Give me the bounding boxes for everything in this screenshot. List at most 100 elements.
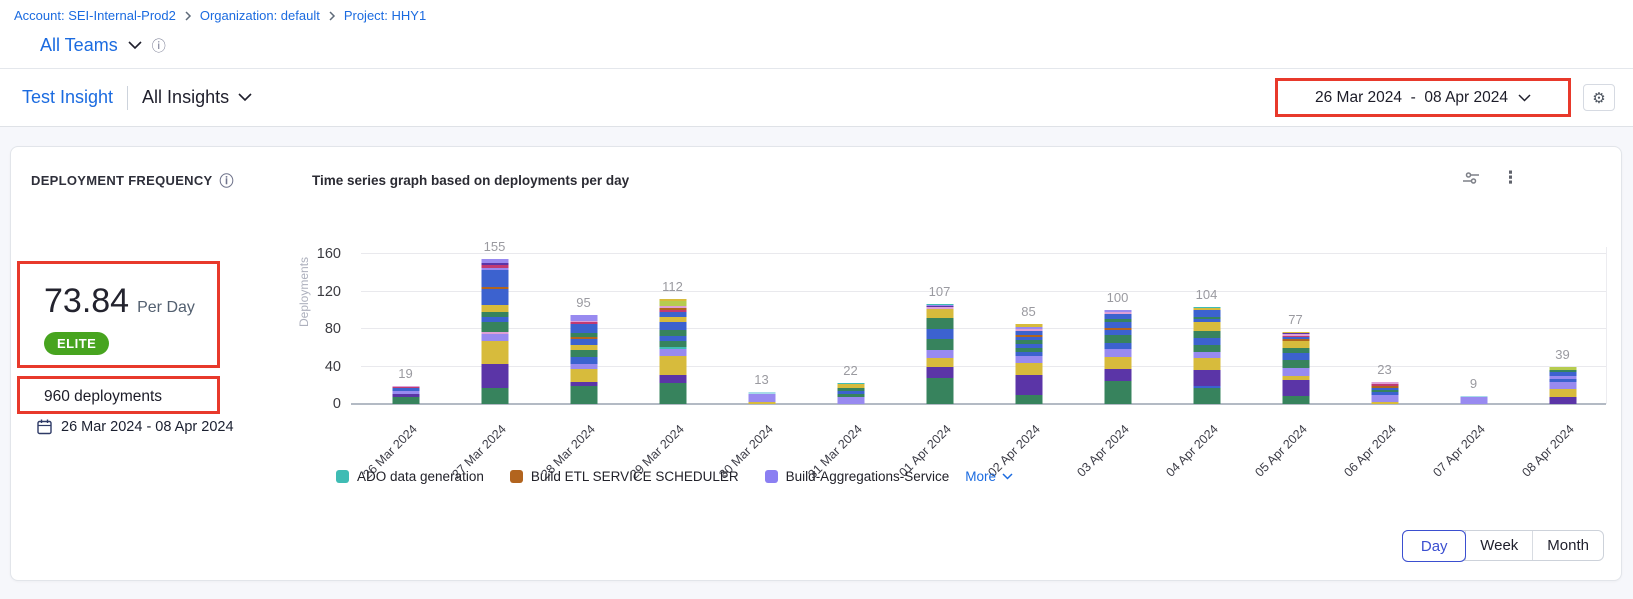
bar-segment[interactable] — [1282, 368, 1309, 376]
bar-segment[interactable] — [926, 358, 953, 367]
settings-gear-button[interactable]: ⚙ — [1583, 84, 1615, 111]
bar-07-apr-2024[interactable] — [1460, 395, 1487, 404]
bar-segment[interactable] — [1282, 359, 1309, 369]
bar-segment[interactable] — [1015, 340, 1042, 344]
bar-segment[interactable] — [926, 349, 953, 359]
bar-segment[interactable] — [481, 286, 508, 289]
bar-segment[interactable] — [570, 344, 597, 350]
bar-segment[interactable] — [748, 391, 775, 394]
bar-segment[interactable] — [659, 300, 686, 306]
bar-segment[interactable] — [1193, 370, 1220, 387]
bar-segment[interactable] — [481, 331, 508, 334]
bar-segment[interactable] — [1015, 327, 1042, 329]
bar-segment[interactable] — [1549, 396, 1576, 404]
bar-segment[interactable] — [926, 366, 953, 378]
bar-segment[interactable] — [926, 305, 953, 308]
bar-segment[interactable] — [837, 384, 864, 389]
bar-segment[interactable] — [1193, 388, 1220, 404]
legend-more-link[interactable]: More — [965, 469, 1013, 484]
bar-segment[interactable] — [1549, 367, 1576, 371]
bar-segment[interactable] — [392, 386, 419, 388]
bar-03-apr-2024[interactable] — [1104, 310, 1131, 404]
bar-segment[interactable] — [659, 329, 686, 336]
bar-segment[interactable] — [1104, 380, 1131, 404]
bar-segment[interactable] — [926, 309, 953, 318]
bar-segment[interactable] — [1193, 310, 1220, 317]
bar-segment[interactable] — [570, 349, 597, 358]
bar-segment[interactable] — [1193, 344, 1220, 352]
bar-segment[interactable] — [570, 337, 597, 340]
bar-segment[interactable] — [570, 332, 597, 338]
toggle-month-button[interactable]: Month — [1532, 531, 1603, 560]
bar-segment[interactable] — [1015, 330, 1042, 335]
bar-segment[interactable] — [1282, 379, 1309, 396]
bar-segment[interactable] — [1460, 396, 1487, 404]
bar-segment[interactable] — [837, 388, 864, 391]
info-icon[interactable]: ⓘ — [151, 37, 166, 54]
bar-segment[interactable] — [1193, 308, 1220, 311]
bar-segment[interactable] — [1371, 384, 1398, 387]
bar-segment[interactable] — [837, 383, 864, 385]
bar-segment[interactable] — [1015, 394, 1042, 404]
bar-segment[interactable] — [1282, 395, 1309, 404]
bar-segment[interactable] — [570, 363, 597, 370]
bar-segment[interactable] — [1193, 338, 1220, 345]
bar-segment[interactable] — [392, 388, 419, 391]
bar-segment[interactable] — [926, 377, 953, 404]
breadcrumb-organization[interactable]: Organization: default — [199, 8, 320, 23]
bar-segment[interactable] — [1371, 394, 1398, 403]
insight-title-link[interactable]: Test Insight — [22, 87, 114, 107]
bar-segment[interactable] — [481, 263, 508, 266]
toggle-day-button[interactable]: Day — [1402, 530, 1467, 562]
bar-segment[interactable] — [659, 341, 686, 347]
bar-30-mar-2024[interactable] — [748, 391, 775, 404]
bar-segment[interactable] — [1015, 362, 1042, 375]
bar-segment[interactable] — [570, 320, 597, 323]
bar-segment[interactable] — [1015, 329, 1042, 331]
bar-segment[interactable] — [392, 390, 419, 394]
bar-segment[interactable] — [1104, 322, 1131, 329]
bar-26-mar-2024[interactable] — [392, 386, 419, 404]
toggle-week-button[interactable]: Week — [1465, 531, 1533, 560]
bar-segment[interactable] — [1282, 353, 1309, 360]
bar-31-mar-2024[interactable] — [837, 383, 864, 404]
bar-segment[interactable] — [659, 310, 686, 313]
bar-segment[interactable] — [837, 390, 864, 394]
bar-segment[interactable] — [748, 393, 775, 403]
bar-segment[interactable] — [1104, 357, 1131, 370]
bar-segment[interactable] — [1104, 334, 1131, 344]
bar-segment[interactable] — [481, 304, 508, 313]
bar-segment[interactable] — [926, 307, 953, 310]
bar-segment[interactable] — [1549, 372, 1576, 376]
bar-segment[interactable] — [659, 316, 686, 323]
bar-segment[interactable] — [1282, 332, 1309, 334]
bar-segment[interactable] — [1015, 336, 1042, 341]
bar-segment[interactable] — [570, 386, 597, 404]
bar-segment[interactable] — [1104, 348, 1131, 358]
bar-segment[interactable] — [837, 393, 864, 397]
bar-segment[interactable] — [481, 312, 508, 317]
bar-segment[interactable] — [570, 324, 597, 333]
bar-segment[interactable] — [659, 335, 686, 342]
bar-segment[interactable] — [481, 341, 508, 364]
bar-segment[interactable] — [1104, 369, 1131, 381]
bar-segment[interactable] — [1104, 328, 1131, 330]
bar-segment[interactable] — [1371, 389, 1398, 392]
bar-29-mar-2024[interactable] — [659, 299, 686, 404]
bar-segment[interactable] — [481, 363, 508, 389]
bar-segment[interactable] — [1549, 389, 1576, 397]
legend-item[interactable]: Build ETL SERVICE SCHEDULER — [509, 469, 739, 484]
bar-segment[interactable] — [570, 357, 597, 364]
bar-28-mar-2024[interactable] — [570, 314, 597, 404]
date-range-selector[interactable]: 26 Mar 2024 - 08 Apr 2024 — [1315, 89, 1531, 107]
bar-segment[interactable] — [392, 393, 419, 397]
breadcrumb-account[interactable]: Account: SEI-Internal-Prod2 — [14, 8, 176, 23]
team-selector[interactable]: All Teams — [40, 35, 118, 55]
legend-item[interactable]: ADO data generation — [336, 469, 484, 484]
bar-segment[interactable] — [1282, 339, 1309, 342]
bar-segment[interactable] — [926, 317, 953, 329]
bar-segment[interactable] — [1015, 347, 1042, 353]
bar-segment[interactable] — [837, 396, 864, 404]
bar-segment[interactable] — [659, 348, 686, 357]
bar-segment[interactable] — [1193, 351, 1220, 359]
